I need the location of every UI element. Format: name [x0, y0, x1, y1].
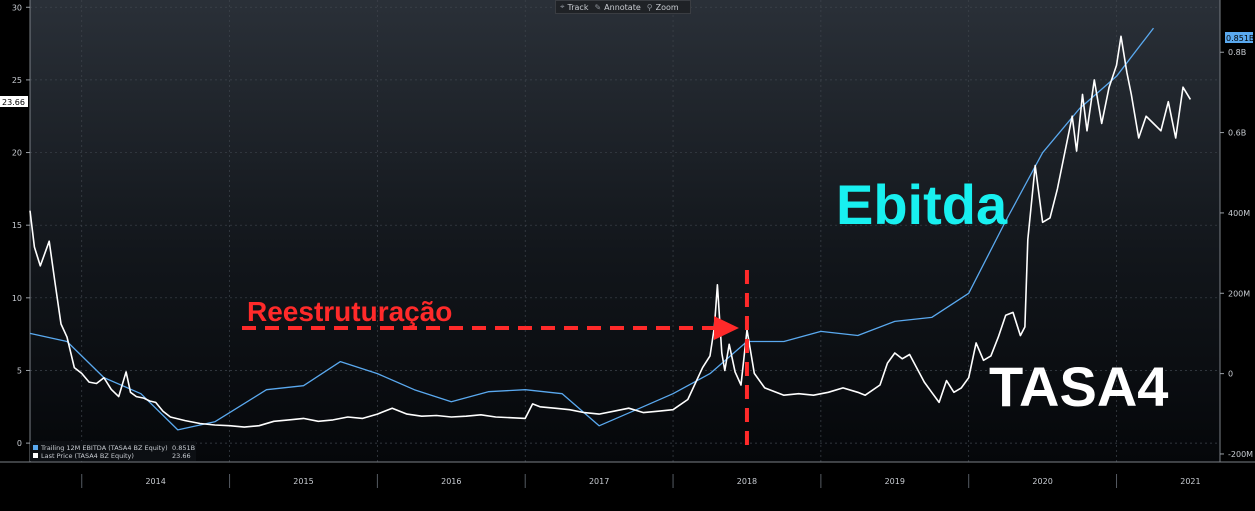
right-axis: -200M 0 200M 400M 0.6B 0.8B	[1219, 0, 1253, 462]
legend-value-ebitda: 0.851B	[172, 444, 195, 452]
ebitda-series-line	[29, 27, 1155, 431]
track-label: Track	[567, 2, 589, 12]
right-tick-label: 0	[1228, 370, 1233, 379]
ebitda-last-value-box	[1225, 32, 1253, 43]
price-series-line	[29, 35, 1192, 428]
annotate-button[interactable]: ✎ Annotate	[594, 3, 640, 12]
right-tick-label: 400M	[1228, 209, 1250, 218]
chart-toolbar: ⌖ Track ✎ Annotate ⚲ Zoom	[555, 0, 691, 14]
right-tick-label: 0.6B	[1228, 129, 1246, 138]
track-button[interactable]: ⌖ Track	[560, 2, 588, 12]
left-tick-label: 0	[17, 439, 22, 448]
left-tick-label: 25	[12, 76, 22, 85]
reestruturacao-label: Reestruturação	[247, 296, 452, 327]
x-tick-label: 2019	[885, 477, 905, 486]
left-tick-label: 15	[12, 221, 22, 230]
legend-swatch-ebitda	[33, 445, 38, 450]
plot-area	[30, 0, 1220, 462]
magnifier-icon: ⚲	[646, 2, 653, 12]
ticker-label: TASA4	[989, 355, 1168, 418]
left-tick-label: 5	[17, 366, 22, 375]
annotate-label: Annotate	[604, 2, 641, 12]
ebitda-label: Ebitda	[836, 173, 1008, 236]
x-axis: 2014 2015 2016 2017 2018 2019 2020 2021	[0, 461, 1255, 488]
right-tick-label: -200M	[1228, 450, 1253, 459]
x-tick-label: 2014	[145, 477, 165, 486]
legend-box	[30, 441, 196, 461]
left-tick-label: 10	[12, 294, 22, 303]
left-tick-label: 20	[12, 149, 22, 158]
x-tick-label: 2016	[441, 477, 461, 486]
legend-label-ebitda: Trailing 12M EBITDA (TASA4 BZ Equity)	[40, 444, 168, 452]
zoom-button[interactable]: ⚲ Zoom	[647, 3, 679, 12]
x-tick-label: 2015	[293, 477, 313, 486]
left-tick-label: 30	[12, 3, 22, 12]
right-tick-label: 0.8B	[1228, 48, 1246, 57]
x-tick-label: 2021	[1180, 477, 1200, 486]
right-tick-label: 200M	[1228, 289, 1250, 298]
legend-value-price: 23.66	[172, 452, 191, 460]
pencil-icon: ✎	[594, 2, 602, 12]
zoom-label: Zoom	[655, 2, 679, 12]
x-tick-label: 2018	[737, 477, 757, 486]
price-last-value-box	[0, 96, 28, 107]
legend-label-price: Last Price (TASA4 BZ Equity)	[41, 452, 134, 460]
crosshair-icon: ⌖	[560, 2, 565, 11]
legend-swatch-price	[33, 453, 38, 458]
reestruturacao-arrowhead	[713, 316, 739, 340]
series-layer	[29, 27, 1192, 431]
ebitda-last-value: 0.851B	[1226, 34, 1254, 43]
left-axis: 0 5 10 15 20 25 30	[12, 0, 31, 462]
price-last-value: 23.66	[2, 98, 25, 107]
x-tick-label: 2017	[589, 477, 609, 486]
x-tick-label: 2020	[1032, 477, 1052, 486]
